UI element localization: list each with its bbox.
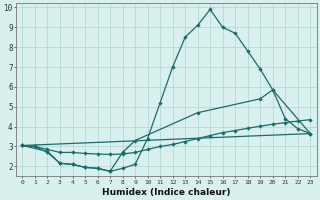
X-axis label: Humidex (Indice chaleur): Humidex (Indice chaleur) <box>102 188 231 197</box>
